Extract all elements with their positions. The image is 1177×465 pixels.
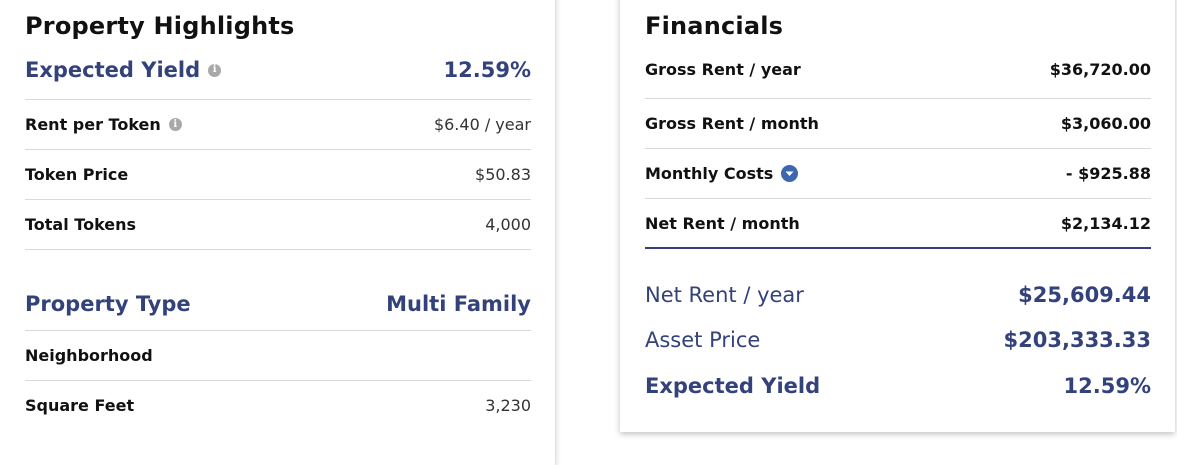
totals-divider: [645, 247, 1151, 249]
square-feet-label: Square Feet: [25, 396, 135, 415]
net-rent-year-row: Net Rent / year $25,609.44: [645, 249, 1151, 317]
token-price-row: Token Price $50.83: [25, 150, 531, 200]
gross-rent-month-row: Gross Rent / month $3,060.00: [645, 99, 1151, 149]
property-highlights-card: Property Highlights Expected Yield i 12.…: [0, 0, 555, 465]
gross-rent-year-row: Gross Rent / year $36,720.00: [645, 41, 1151, 99]
chevron-down-icon[interactable]: [781, 165, 799, 182]
gross-rent-month-value: $3,060.00: [1060, 114, 1151, 133]
property-type-label: Property Type: [25, 292, 191, 316]
fin-expected-yield-label: Expected Yield: [645, 374, 821, 398]
expected-yield-row: Expected Yield i 12.59%: [25, 41, 531, 100]
net-rent-month-label: Net Rent / month: [645, 213, 800, 233]
gross-rent-year-value: $36,720.00: [1049, 60, 1151, 79]
expected-yield-value: 12.59%: [443, 58, 531, 82]
neighborhood-label: Neighborhood: [25, 346, 153, 365]
asset-price-value: $203,333.33: [1003, 328, 1151, 352]
net-rent-year-label: Net Rent / year: [645, 283, 804, 307]
property-highlights-content: Property Highlights Expected Yield i 12.…: [25, 0, 531, 430]
monthly-costs-row[interactable]: Monthly Costs - $925.88: [645, 149, 1151, 199]
asset-price-row: Asset Price $203,333.33: [645, 317, 1151, 363]
info-icon[interactable]: i: [208, 63, 222, 77]
net-rent-year-value: $25,609.44: [1018, 283, 1151, 307]
square-feet-value: 3,230: [485, 396, 531, 415]
property-highlights-title: Property Highlights: [25, 12, 295, 40]
token-price-value: $50.83: [475, 165, 531, 184]
monthly-costs-label: Monthly Costs: [645, 164, 774, 183]
property-type-row: Property Type Multi Family: [25, 250, 531, 331]
total-tokens-value: 4,000: [485, 215, 531, 234]
net-rent-month-row: Net Rent / month $2,134.12: [645, 199, 1151, 247]
token-price-label: Token Price: [25, 165, 129, 184]
expected-yield-label-wrap: Expected Yield i: [25, 58, 222, 82]
info-icon[interactable]: i: [168, 118, 182, 131]
expected-yield-label: Expected Yield: [25, 58, 201, 82]
property-type-value: Multi Family: [386, 292, 531, 316]
rent-per-token-label: Rent per Token: [25, 115, 161, 134]
square-feet-row: Square Feet 3,230: [25, 381, 531, 430]
financials-card: Financials Gross Rent / year $36,720.00 …: [620, 0, 1175, 432]
neighborhood-row: Neighborhood: [25, 331, 531, 381]
rent-per-token-label-wrap: Rent per Token i: [25, 115, 182, 134]
total-tokens-row: Total Tokens 4,000: [25, 200, 531, 250]
rent-per-token-row: Rent per Token i $6.40 / year: [25, 100, 531, 150]
fin-expected-yield-value: 12.59%: [1063, 374, 1151, 398]
fin-expected-yield-row: Expected Yield 12.59%: [645, 363, 1151, 409]
gross-rent-year-label: Gross Rent / year: [645, 60, 801, 79]
rent-per-token-value: $6.40 / year: [433, 115, 531, 134]
financials-content: Financials Gross Rent / year $36,720.00 …: [645, 0, 1151, 409]
monthly-costs-value: - $925.88: [1065, 164, 1151, 183]
monthly-costs-label-wrap: Monthly Costs: [645, 164, 799, 183]
net-rent-month-value: $2,134.12: [1060, 213, 1151, 233]
financials-title: Financials: [645, 12, 784, 40]
total-tokens-label: Total Tokens: [25, 215, 137, 234]
asset-price-label: Asset Price: [645, 328, 761, 352]
gross-rent-month-label: Gross Rent / month: [645, 114, 819, 133]
